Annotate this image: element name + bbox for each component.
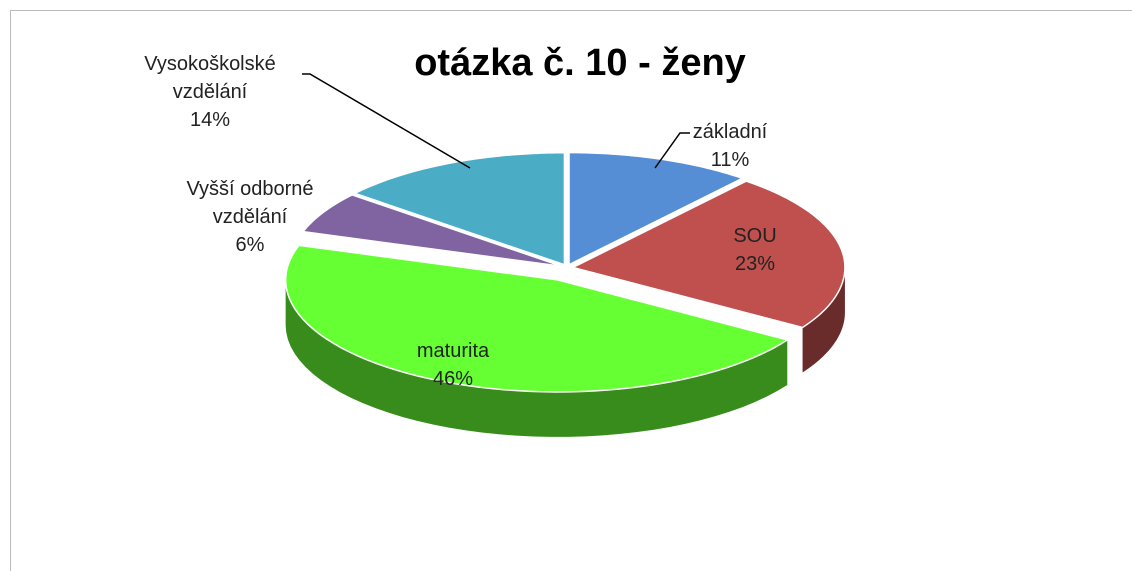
pie-side	[285, 279, 788, 437]
pie	[284, 151, 846, 437]
value-label: 23%	[734, 253, 776, 275]
category-label: maturita	[416, 340, 490, 362]
value-label: 14%	[189, 109, 231, 131]
pie-side	[802, 267, 845, 373]
category-label: Vyšší odborné vzdělání	[186, 178, 314, 228]
leader-line	[302, 73, 471, 169]
data-label: základní 11%	[655, 118, 805, 174]
value-label: 6%	[235, 234, 265, 256]
value-label: 11%	[710, 149, 750, 171]
pie-slice	[284, 244, 790, 393]
value-label: 46%	[432, 368, 474, 390]
data-label: SOU 23%	[690, 222, 820, 278]
data-label: maturita 46%	[368, 337, 538, 393]
pie-slice	[570, 180, 846, 329]
data-label: Vysokoškolské vzdělání 14%	[110, 50, 310, 134]
pie-slice	[301, 194, 562, 268]
chart-title: otázka č. 10 - ženy	[414, 42, 746, 84]
category-label: základní	[692, 121, 768, 143]
pie-slice	[352, 151, 566, 266]
data-label: Vyšší odborné vzdělání 6%	[150, 175, 350, 259]
leader-line	[654, 132, 690, 169]
category-label: Vysokoškolské vzdělání	[144, 53, 276, 103]
category-label: SOU	[733, 225, 777, 247]
